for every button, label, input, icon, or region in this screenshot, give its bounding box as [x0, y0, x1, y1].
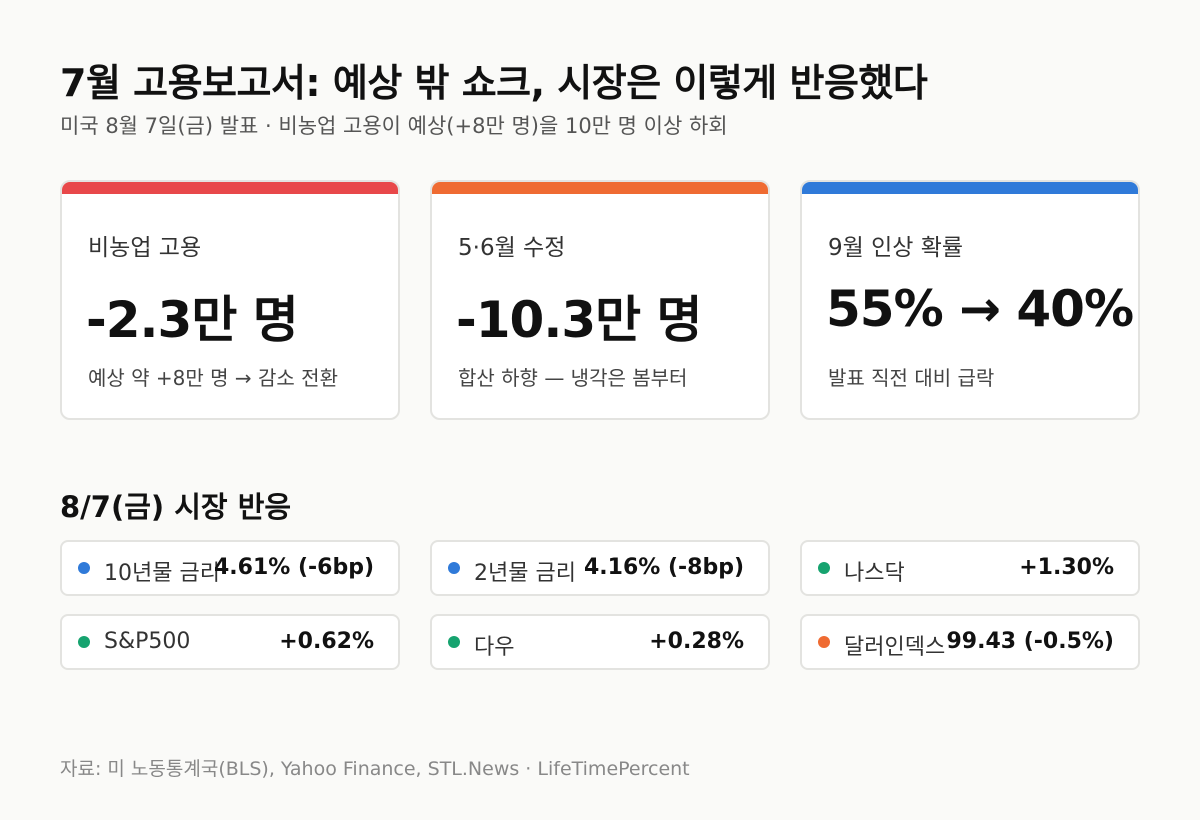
- metric-card-nonfarm: 비농업 고용 -2.3만 명 예상 약 +8만 명 → 감소 전환: [60, 180, 400, 420]
- market-item-name: 10년물 금리: [104, 561, 220, 586]
- market-item-name: S&P500: [104, 629, 191, 654]
- status-dot: [818, 636, 830, 648]
- source-footer: 자료: 미 노동통계국(BLS), Yahoo Finance, STL.New…: [60, 758, 690, 780]
- metric-card-revision: 5·6월 수정 -10.3만 명 합산 하향 — 냉각은 봄부터: [430, 180, 770, 420]
- card-accent-bar: [802, 182, 1138, 194]
- card-accent-bar: [62, 182, 398, 194]
- market-item-value: 99.43 (-0.5%): [946, 629, 1114, 654]
- status-dot: [818, 562, 830, 574]
- market-item-value: 4.61% (-6bp): [213, 555, 374, 580]
- card-accent-bar: [432, 182, 768, 194]
- market-item-sp500: S&P500 +0.62%: [60, 614, 400, 670]
- card-note: 합산 하향 — 냉각은 봄부터: [458, 366, 688, 390]
- page-subtitle: 미국 8월 7일(금) 발표 · 비농업 고용이 예상(+8만 명)을 10만 …: [60, 114, 728, 138]
- card-label: 9월 인상 확률: [828, 235, 964, 261]
- status-dot: [448, 636, 460, 648]
- card-label: 비농업 고용: [88, 235, 202, 261]
- market-item-value: +1.30%: [1019, 555, 1114, 580]
- status-dot: [78, 636, 90, 648]
- card-note: 발표 직전 대비 급락: [828, 366, 995, 390]
- market-item-value: 4.16% (-8bp): [583, 555, 744, 580]
- market-item-name: 나스닥: [844, 561, 905, 586]
- market-item-nasdaq: 나스닥 +1.30%: [800, 540, 1140, 596]
- market-item-10y-yield: 10년물 금리 4.61% (-6bp): [60, 540, 400, 596]
- page-title: 7월 고용보고서: 예상 밖 쇼크, 시장은 이렇게 반응했다: [60, 61, 928, 105]
- card-value: -10.3만 명: [456, 291, 703, 349]
- market-item-name: 2년물 금리: [474, 561, 576, 586]
- status-dot: [448, 562, 460, 574]
- market-section-title: 8/7(금) 시장 반응: [60, 490, 292, 524]
- market-item-dow: 다우 +0.28%: [430, 614, 770, 670]
- card-value: -2.3만 명: [86, 291, 299, 349]
- market-item-value: +0.62%: [279, 629, 374, 654]
- status-dot: [78, 562, 90, 574]
- metric-card-rate-probability: 9월 인상 확률 55% → 40% 발표 직전 대비 급락: [800, 180, 1140, 420]
- card-note: 예상 약 +8만 명 → 감소 전환: [88, 366, 338, 390]
- card-value: 55% → 40%: [826, 280, 1134, 338]
- market-item-name: 다우: [474, 635, 515, 660]
- market-item-dollar-index: 달러인덱스 99.43 (-0.5%): [800, 614, 1140, 670]
- market-item-name: 달러인덱스: [844, 635, 946, 660]
- market-item-value: +0.28%: [649, 629, 744, 654]
- card-label: 5·6월 수정: [458, 235, 566, 261]
- market-item-2y-yield: 2년물 금리 4.16% (-8bp): [430, 540, 770, 596]
